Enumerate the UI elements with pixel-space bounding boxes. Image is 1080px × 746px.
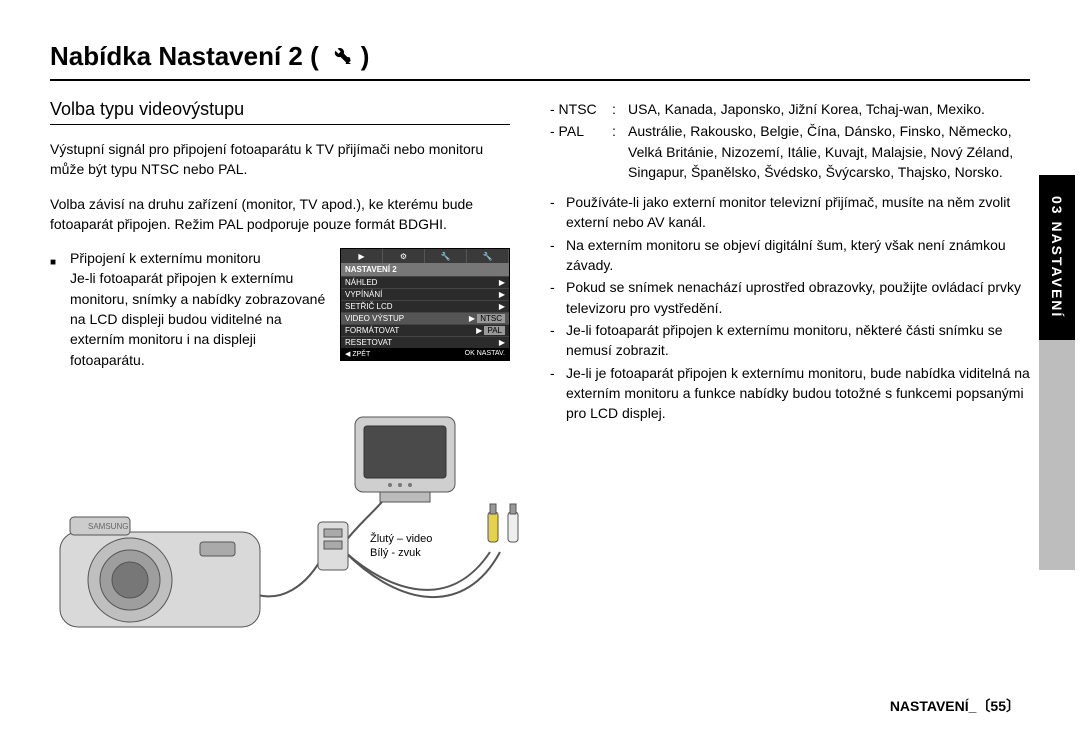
- title-text: Nabídka Nastavení 2 (: [50, 41, 319, 72]
- menu-item: FORMÁTOVAT▶ PAL: [341, 324, 509, 336]
- ntsc-text: USA, Kanada, Japonsko, Jižní Korea, Tcha…: [628, 99, 985, 119]
- note-item: -Je-li fotoaparát připojen k externímu m…: [550, 320, 1030, 361]
- menu-tab-icon: 🔧: [467, 249, 509, 263]
- menu-item: SETŘIČ LCD▶: [341, 300, 509, 312]
- intro-paragraph-1: Výstupní signál pro připojení fotoaparát…: [50, 139, 510, 180]
- title-close: ): [361, 41, 370, 72]
- menu-title: NASTAVENÍ 2: [341, 263, 509, 276]
- pal-text: Austrálie, Rakousko, Belgie, Čína, Dánsk…: [628, 121, 1030, 182]
- cable-label-white: Bílý - zvuk: [370, 546, 432, 560]
- square-bullet-icon: [50, 248, 60, 370]
- menu-tab-icon: ▶: [341, 249, 383, 263]
- ntsc-definition: - NTSC : USA, Kanada, Japonsko, Jižní Ko…: [550, 99, 1030, 119]
- bullet-block: Připojení k externímu monitoru Je-li fot…: [50, 248, 330, 370]
- menu-item: NÁHLED▶: [341, 276, 509, 288]
- note-item: -Pokud se snímek nenachází uprostřed obr…: [550, 277, 1030, 318]
- menu-item: RESETOVAT▶: [341, 336, 509, 348]
- bullet-heading: Připojení k externímu monitoru: [70, 250, 261, 266]
- menu-item-selected: VIDEO VÝSTUP ▶ NTSC: [341, 312, 509, 324]
- menu-footer: ◀ ZPĚTOK NASTAV.: [341, 348, 509, 360]
- menu-tabs: ▶ ⚙ 🔧 🔧: [341, 249, 509, 263]
- section-heading: Volba typu videovýstupu: [50, 99, 510, 125]
- camera-menu-screenshot: ▶ ⚙ 🔧 🔧 NASTAVENÍ 2 NÁHLED▶ VYPÍNÁNÍ▶ SE…: [340, 248, 510, 361]
- side-tab-decoration: [1039, 340, 1075, 570]
- note-item: -Na externím monitoru se objeví digitáln…: [550, 235, 1030, 276]
- right-column: - NTSC : USA, Kanada, Japonsko, Jižní Ko…: [550, 99, 1030, 672]
- menu-tab-icon: 🔧: [425, 249, 467, 263]
- pal-label: - PAL: [550, 121, 604, 182]
- note-item: -Je-li je fotoaparát připojen k externím…: [550, 363, 1030, 424]
- cable-labels: Žlutý – video Bílý - zvuk: [370, 532, 432, 561]
- tv-illustration: [350, 412, 460, 512]
- wrench-icon: 2: [327, 40, 353, 73]
- menu-item: VYPÍNÁNÍ▶: [341, 288, 509, 300]
- side-tab: 03 NASTAVENÍ: [1039, 175, 1075, 340]
- svg-text:2: 2: [345, 56, 351, 66]
- camera-illustration: SAMSUNG: [50, 502, 280, 647]
- menu-tab-icon: ⚙: [383, 249, 425, 263]
- connector-hub-illustration: [310, 517, 356, 582]
- note-item: -Používáte-li jako externí monitor telev…: [550, 192, 1030, 233]
- left-column: Volba typu videovýstupu Výstupní signál …: [50, 99, 510, 672]
- connection-diagram: SAMSUNG: [50, 412, 510, 672]
- svg-text:SAMSUNG: SAMSUNG: [88, 522, 128, 531]
- pal-definition: - PAL : Austrálie, Rakousko, Belgie, Čín…: [550, 121, 1030, 182]
- intro-paragraph-2: Volba závisí na druhu zařízení (monitor,…: [50, 194, 510, 235]
- cable-label-yellow: Žlutý – video: [370, 532, 432, 546]
- ntsc-label: - NTSC: [550, 99, 604, 119]
- page-footer: NASTAVENÍ_〔55〕: [890, 696, 1020, 716]
- bullet-text: Je-li fotoaparát připojen k externímu mo…: [70, 270, 325, 367]
- rca-plugs-illustration: [480, 502, 530, 577]
- page-title: Nabídka Nastavení 2 ( 2 ): [50, 40, 1030, 81]
